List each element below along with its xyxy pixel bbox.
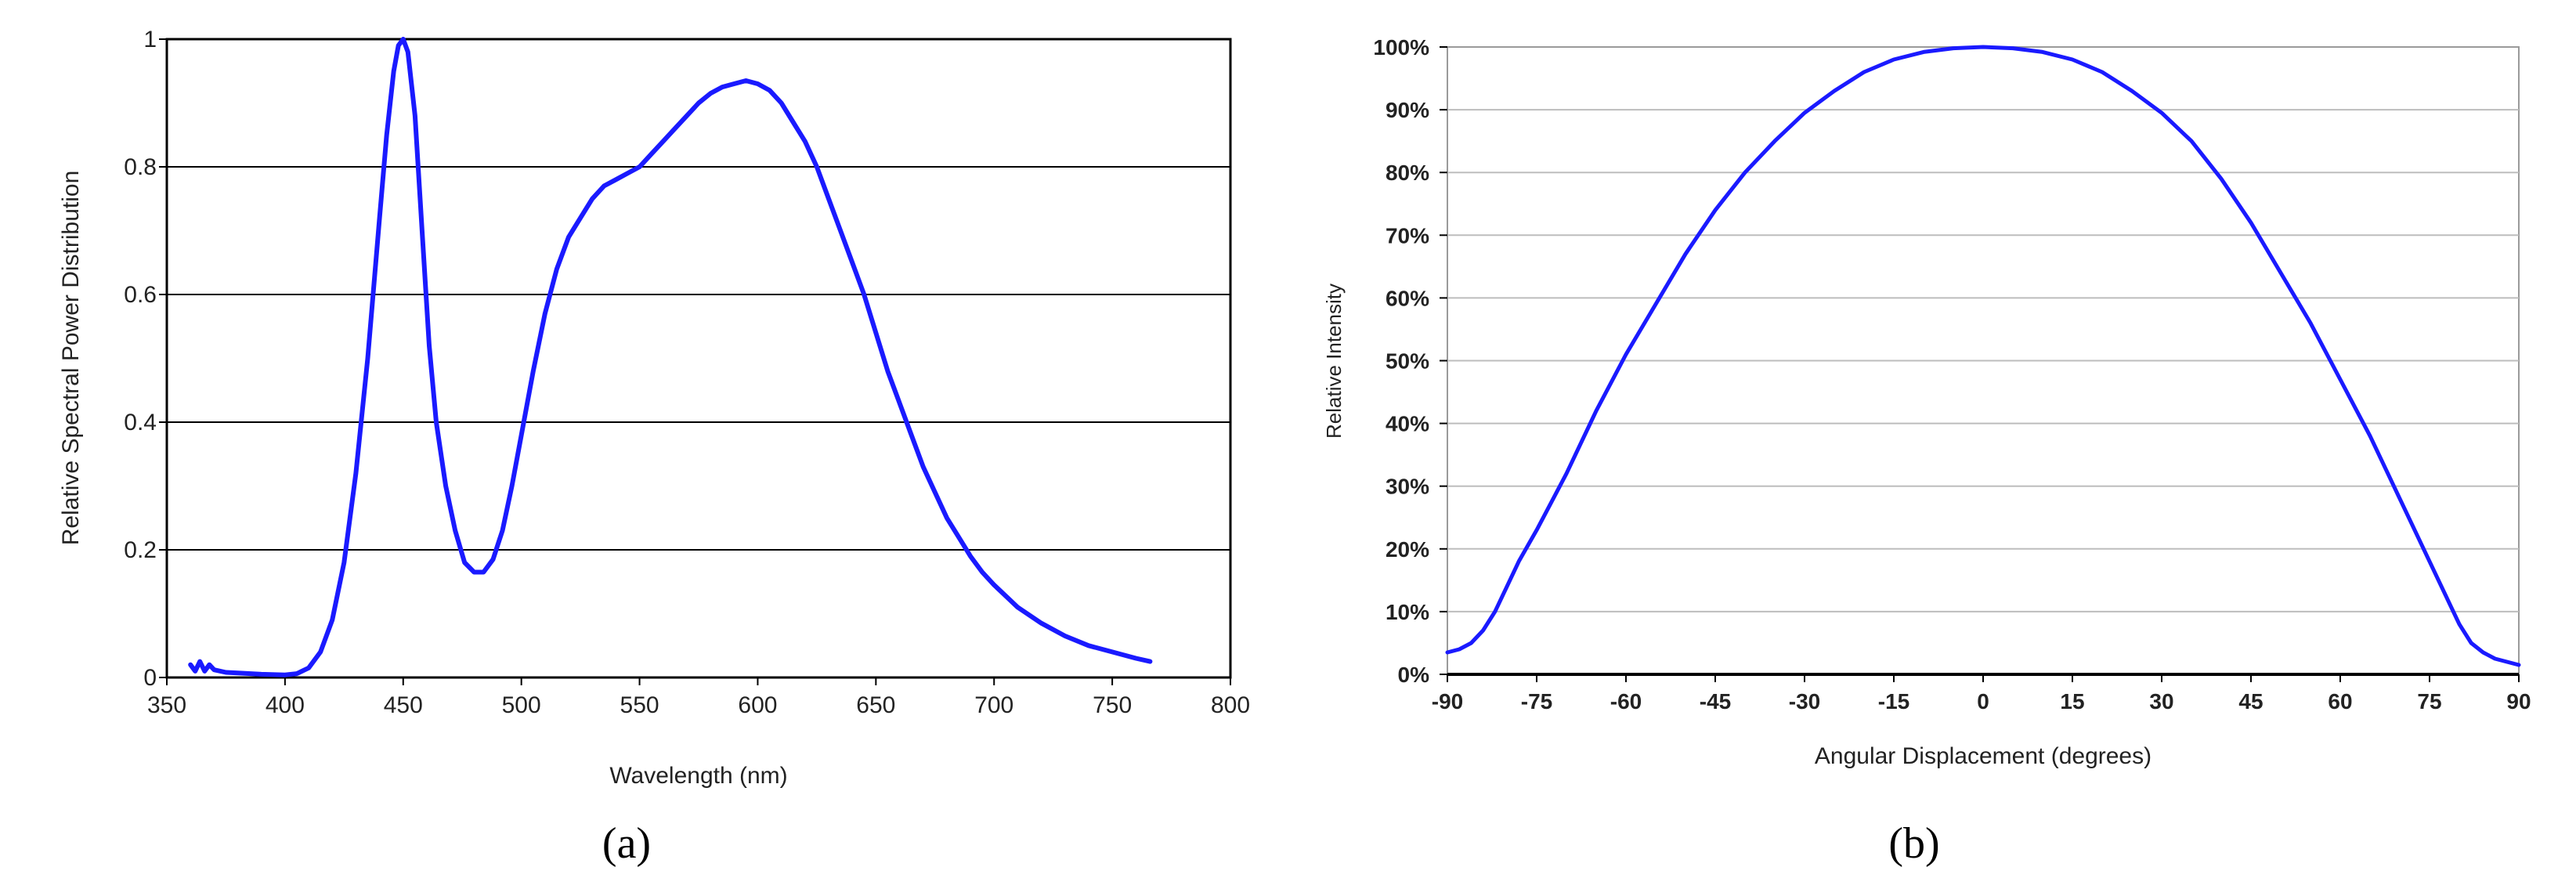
y-tick-label: 0% [1398, 663, 1430, 687]
x-tick-label: 650 [856, 692, 895, 718]
x-tick-label: 600 [738, 692, 777, 718]
x-tick-label: -30 [1789, 689, 1820, 714]
x-tick-label: 700 [974, 692, 1013, 718]
chart-a-plot-area [165, 38, 1232, 679]
y-tick-label: 70% [1386, 223, 1429, 247]
x-tick-label: -15 [1878, 689, 1909, 714]
chart-a-series-line [188, 37, 1153, 677]
x-tick-label: 500 [502, 692, 541, 718]
chart-a-x-ticks: 350 400 450 500 550 600 650 700 750 800 [147, 677, 1250, 718]
y-tick-label: 100% [1373, 35, 1429, 60]
x-tick-label: 800 [1211, 692, 1250, 718]
chart-a-y-axis-label: Relative Spectral Power Distribution [58, 171, 84, 546]
x-tick-label: 75 [2417, 689, 2441, 714]
x-tick-label: 550 [620, 692, 659, 718]
chart-b-x-axis-label: Angular Displacement (degrees) [1815, 743, 2151, 769]
x-tick-label: 450 [384, 692, 423, 718]
y-tick-label: 0.6 [124, 282, 157, 308]
chart-b-y-axis-label: Relative Intensity [1322, 284, 1346, 439]
x-tick-label: 400 [266, 692, 305, 718]
y-tick-label: 60% [1386, 286, 1429, 310]
y-tick-label: 0.4 [124, 410, 157, 435]
x-tick-label: 60 [2328, 689, 2352, 714]
x-tick-label: 90 [2506, 689, 2531, 714]
y-tick-label: 1 [143, 27, 157, 52]
y-tick-label: 0.8 [124, 154, 157, 180]
y-tick-label: 40% [1386, 412, 1429, 436]
y-tick-label: 10% [1386, 600, 1429, 624]
chart-a-gridlines [167, 166, 1230, 551]
x-tick-label: -60 [1610, 689, 1642, 714]
y-tick-label: 90% [1386, 98, 1429, 122]
y-tick-label: 80% [1386, 161, 1429, 185]
chart-b-x-ticks: -90 -75 -60 -45 -30 -15 0 15 30 45 60 75 90 [1432, 674, 2531, 714]
x-tick-label: 350 [147, 692, 186, 718]
x-tick-label: 45 [2238, 689, 2263, 714]
x-tick-label: 750 [1093, 692, 1132, 718]
y-tick-label: 0.2 [124, 537, 157, 563]
y-tick-label: 0 [143, 665, 157, 691]
chart-a-y-ticks: 0 0.2 0.4 0.6 0.8 1 [124, 27, 167, 691]
x-tick-label: -90 [1432, 689, 1463, 714]
x-tick-label: -75 [1521, 689, 1552, 714]
y-tick-label: 30% [1386, 475, 1429, 499]
x-tick-label: 0 [1977, 689, 1989, 714]
x-tick-label: 30 [2149, 689, 2173, 714]
chart-a-panel-label: (a) [602, 819, 651, 868]
chart-b-y-ticks: 0% 10% 20% 30% 40% 50% 60% 70% 80% 90% 100% [1373, 35, 1447, 687]
chart-a-x-axis-label: Wavelength (nm) [609, 763, 787, 789]
chart-b: 0% 10% 20% 30% 40% 50% 60% 70% 80% 90% 100% -90 -75… [1322, 35, 2531, 868]
chart-b-panel-label: (b) [1888, 819, 1939, 868]
y-tick-label: 50% [1386, 349, 1429, 374]
x-tick-label: -45 [1700, 689, 1731, 714]
chart-b-series-line [1445, 45, 2521, 667]
y-tick-label: 20% [1386, 537, 1429, 562]
chart-a: 0 0.2 0.4 0.6 0.8 1 350 400 450 500 550 600 650 700 7… [58, 27, 1250, 868]
x-tick-label: 15 [2060, 689, 2084, 714]
